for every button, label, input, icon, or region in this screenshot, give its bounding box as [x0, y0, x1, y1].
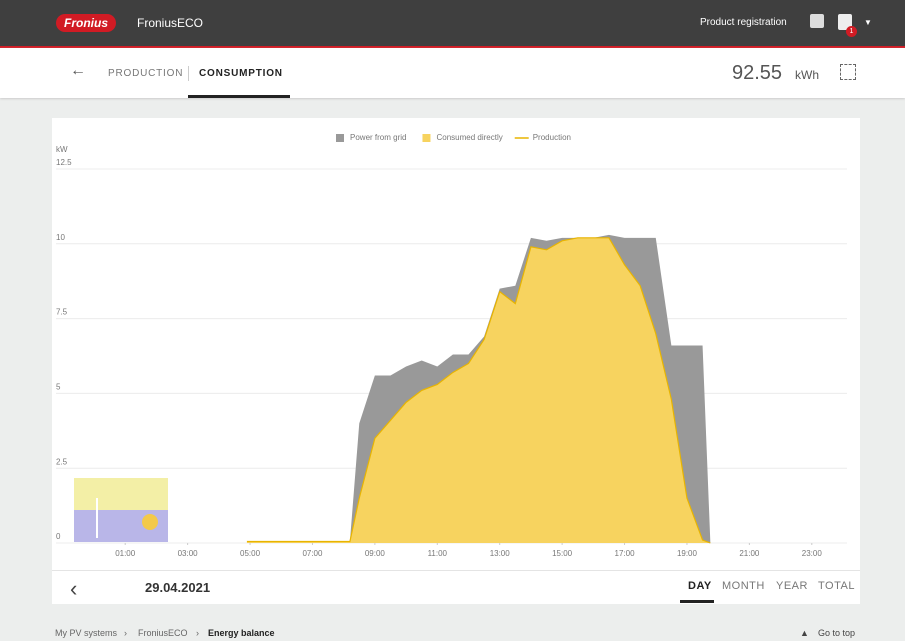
x-tick-label: 11:00 [428, 549, 448, 558]
date: 29.04.2021 [145, 580, 210, 595]
x-tick-label: 15:00 [552, 549, 573, 558]
tab-indicator [188, 95, 290, 98]
x-tick-label: 21:00 [739, 549, 760, 558]
legend-swatch [422, 134, 430, 142]
x-tick-label: 03:00 [178, 549, 199, 558]
period-month[interactable]: MONTH [722, 580, 765, 592]
y-tick-label: 0 [56, 532, 61, 541]
go-to-top-icon[interactable]: ▲ [800, 628, 809, 638]
y-tick-label: 7.5 [56, 308, 68, 317]
legend-label: Consumed directly [436, 133, 502, 142]
x-tick-label: 05:00 [240, 549, 261, 558]
period-day[interactable]: DAY [688, 580, 712, 592]
back-arrow[interactable]: ← [70, 62, 86, 80]
tab-consumption[interactable]: CONSUMPTION [199, 68, 283, 79]
dropdown-caret[interactable]: ▼ [864, 18, 872, 27]
go-to-top[interactable]: Go to top [818, 628, 855, 638]
x-tick-label: 13:00 [490, 549, 511, 558]
x-tick-label: 01:00 [115, 549, 136, 558]
x-tick-label: 07:00 [302, 549, 323, 558]
x-tick-label: 09:00 [365, 549, 386, 558]
breadcrumb-current: Energy balance [208, 628, 275, 638]
top-bar: Fronius FroniusECO Product registration … [0, 0, 905, 48]
y-axis-label: kW [56, 145, 68, 154]
separator [52, 570, 860, 571]
tab-production[interactable]: PRODUCTION [108, 68, 183, 79]
period-total[interactable]: TOTAL [818, 580, 855, 592]
logo-thumbnail [74, 478, 168, 542]
period-indicator [680, 600, 714, 603]
fullscreen-icon[interactable] [840, 64, 856, 80]
legend-label: Production [533, 133, 571, 142]
total-value: 92.55 [732, 62, 782, 85]
legend-swatch [336, 134, 344, 142]
tab-divider [188, 66, 189, 81]
app-name: FroniusECO [137, 16, 203, 30]
breadcrumb[interactable]: My PV systems [55, 628, 117, 638]
y-tick-label: 12.5 [56, 158, 72, 167]
total-unit: kWh [795, 68, 819, 82]
period-year[interactable]: YEAR [776, 580, 808, 592]
page: Fronius FroniusECO Product registration … [0, 0, 905, 641]
breadcrumb-sep: › [124, 628, 127, 638]
brand-logo[interactable]: Fronius [56, 14, 116, 32]
chart-card: kW 0 2.5 5 7.5 10 12.5 01:00 03:00 05:00 07:00 09:… [52, 118, 860, 604]
y-tick-label: 10 [56, 233, 65, 242]
y-tick-label: 2.5 [56, 457, 68, 466]
x-tick-label: 17:00 [615, 549, 636, 558]
breadcrumb[interactable]: FroniusECO [138, 628, 188, 638]
x-tick-label: 19:00 [677, 549, 698, 558]
product-registration[interactable]: Product registration [700, 17, 787, 28]
y-tick-label: 5 [56, 383, 61, 392]
x-tick-label: 23:00 [802, 549, 823, 558]
legend-label: Power from grid [350, 133, 406, 142]
chart: kW 0 2.5 5 7.5 10 12.5 01:00 03:00 05:00 07:00 09:… [52, 118, 860, 568]
breadcrumb-sep: › [196, 628, 199, 638]
prev-date[interactable]: ‹ [70, 576, 77, 602]
registration-icon[interactable] [810, 14, 824, 28]
notification-badge: 1 [846, 26, 857, 37]
